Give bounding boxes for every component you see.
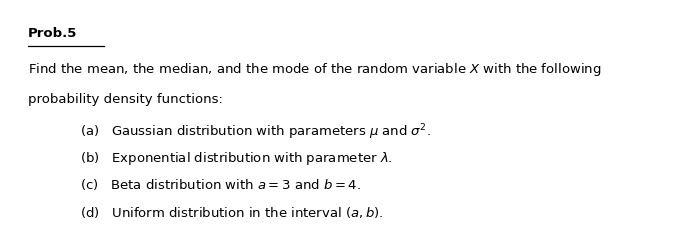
Text: (b)   Exponential distribution with parameter $\lambda$.: (b) Exponential distribution with parame… (80, 150, 393, 167)
Text: Find the mean, the median, and the mode of the random variable $X$ with the foll: Find the mean, the median, and the mode … (28, 61, 601, 78)
Text: Prob.5: Prob.5 (28, 27, 78, 40)
Text: probability density functions:: probability density functions: (28, 93, 223, 106)
Text: (a)   Gaussian distribution with parameters $\mu$ and $\sigma^2$.: (a) Gaussian distribution with parameter… (80, 123, 431, 142)
Text: (d)   Uniform distribution in the interval $(a, b)$.: (d) Uniform distribution in the interval… (80, 205, 384, 220)
Text: (c)   Beta distribution with $a = 3$ and $b = 4$.: (c) Beta distribution with $a = 3$ and $… (80, 177, 362, 192)
